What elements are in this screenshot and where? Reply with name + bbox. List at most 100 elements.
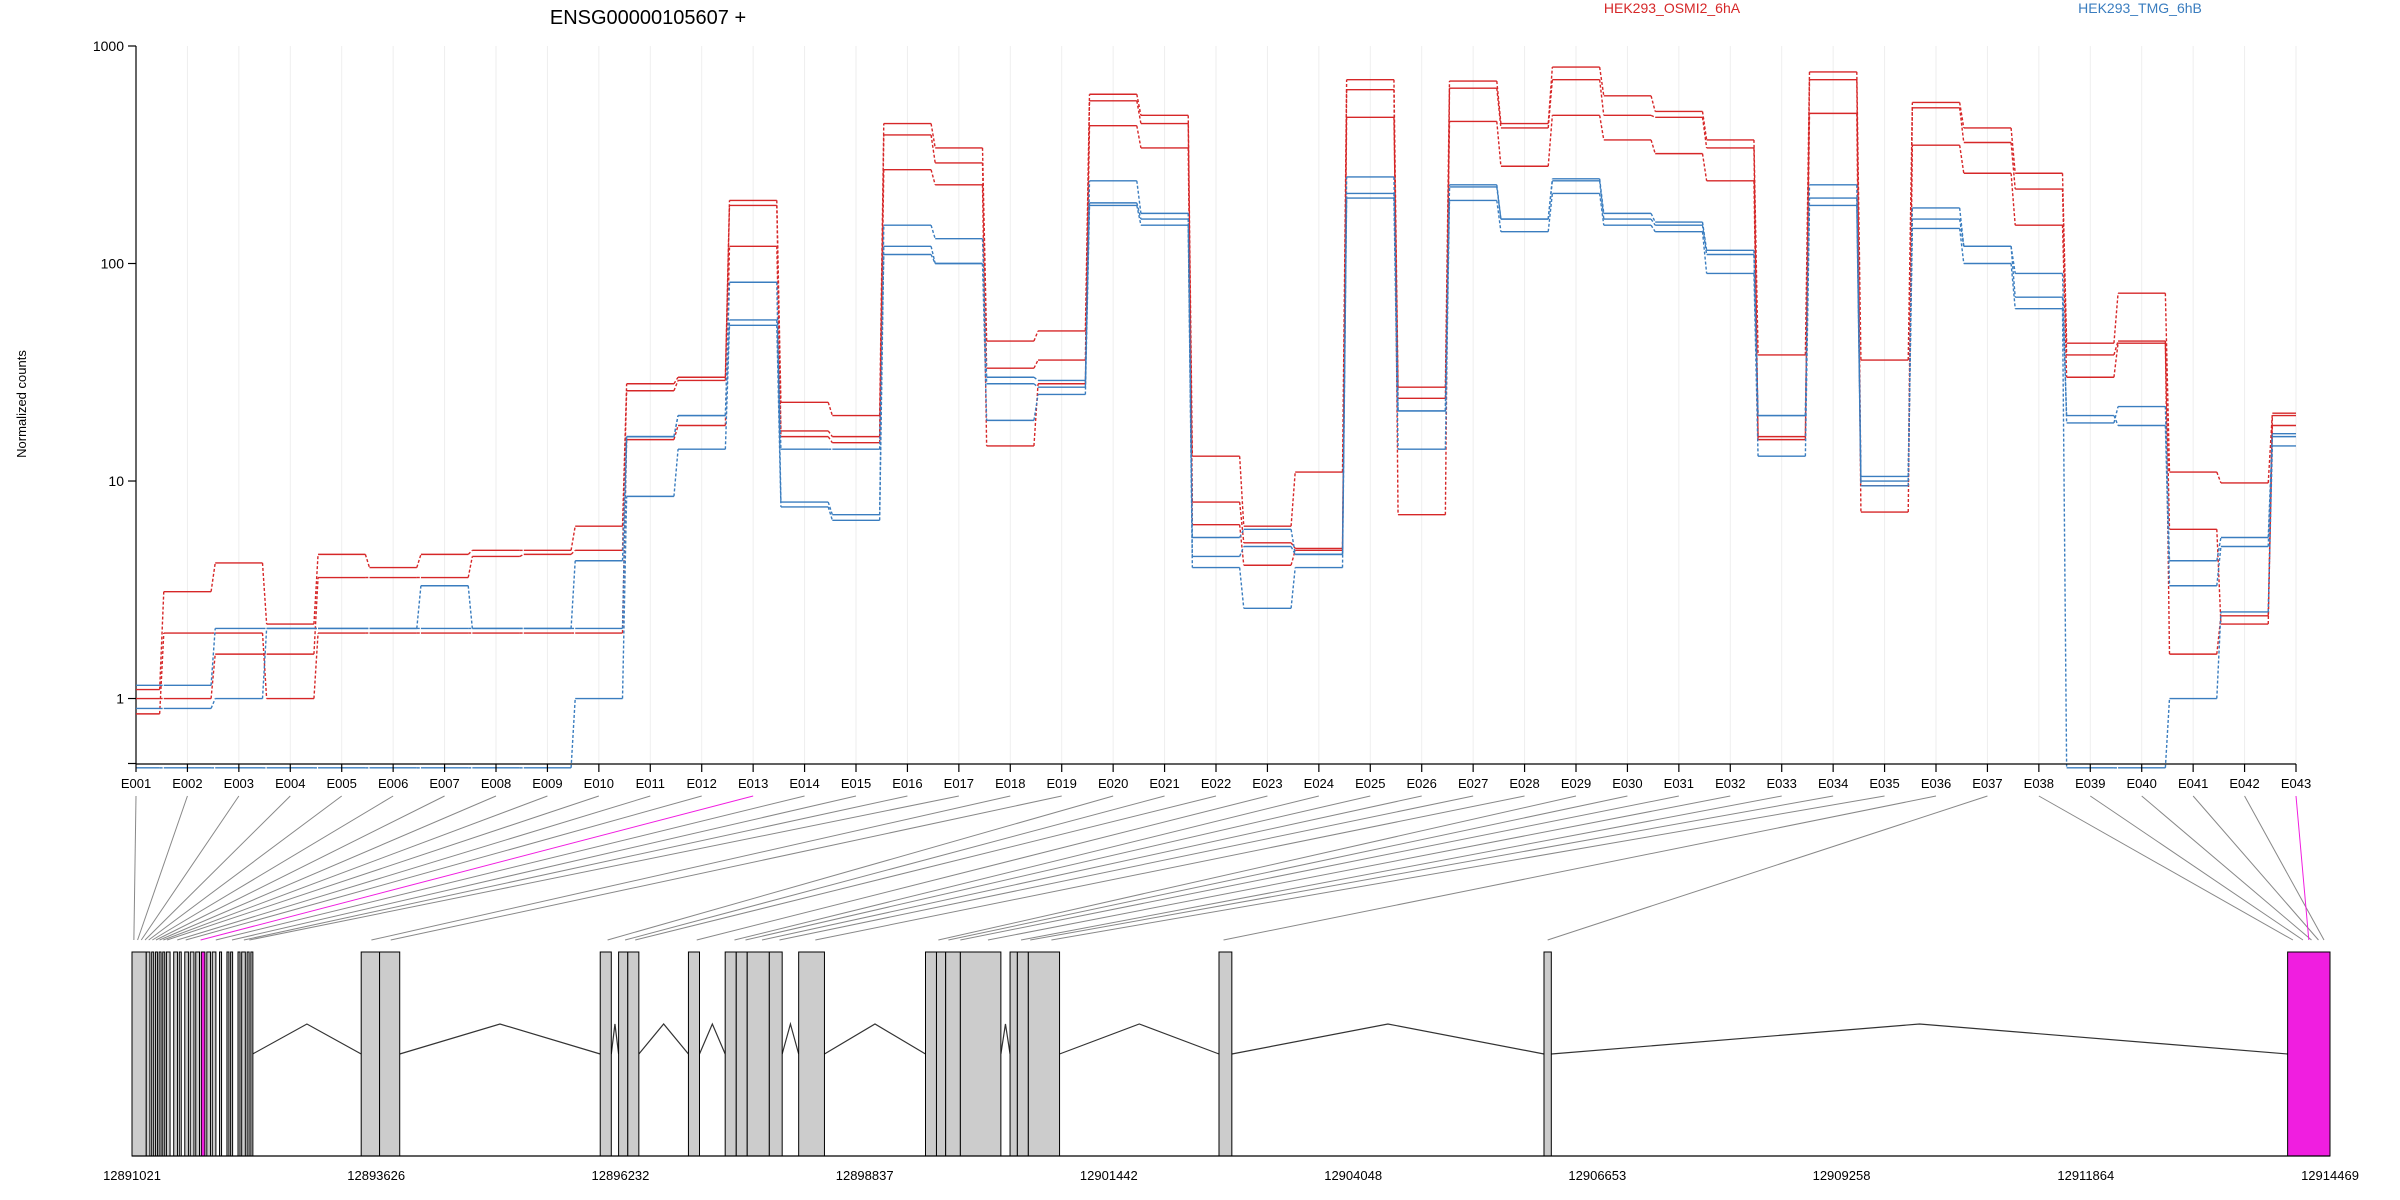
series-transition <box>2113 415 2119 426</box>
series-transition <box>2216 471 2222 484</box>
series-transition <box>2113 340 2119 356</box>
legend-label-tmg: HEK293_TMG_6hB <box>2078 0 2202 16</box>
chart-title: ENSG00000105607 + <box>550 7 746 29</box>
intron-line <box>610 1023 620 1055</box>
series-transition <box>1650 218 1656 226</box>
series-transition <box>1701 111 1708 141</box>
series-transition <box>724 325 731 450</box>
series-transition <box>1907 228 1914 486</box>
exon-connector <box>163 795 548 941</box>
exon-label: E030 <box>1612 776 1642 791</box>
exon-label: E011 <box>636 776 665 791</box>
series-transition <box>1136 180 1142 214</box>
series-transition <box>1958 219 1965 247</box>
series-lines <box>136 66 2296 769</box>
series-transition <box>1958 228 1965 264</box>
coordinate-label: 12898837 <box>836 1168 894 1183</box>
exon-block <box>178 951 182 1157</box>
intron-line <box>252 1023 362 1055</box>
exon-label: E017 <box>944 776 974 791</box>
coordinate-label: 12901442 <box>1080 1168 1138 1183</box>
series-transition <box>2010 246 2016 298</box>
exon-block <box>195 951 200 1157</box>
series-transition <box>467 549 473 555</box>
exon-connector <box>200 795 754 941</box>
exon-label: E023 <box>1252 776 1282 791</box>
series-transition <box>1341 193 1348 555</box>
series-transition <box>570 698 576 768</box>
coordinate-label: 12891021 <box>103 1168 161 1183</box>
exon-connector <box>938 795 1577 941</box>
series-transition <box>1033 383 1039 388</box>
exon-block <box>246 951 250 1157</box>
y-axis-label: Normalized counts <box>14 350 29 458</box>
exon-label: E012 <box>687 776 717 791</box>
series-transition <box>467 585 474 629</box>
exon-connector <box>148 795 343 941</box>
series-transition <box>1650 224 1656 233</box>
exon-connector <box>133 795 137 941</box>
series-transition <box>827 436 833 444</box>
exon-block <box>618 951 629 1157</box>
series-transition <box>1701 153 1708 181</box>
exon-label: E021 <box>1149 776 1179 791</box>
exon-connector <box>1223 795 1937 941</box>
exon-connector <box>1547 795 1988 941</box>
genomic-coordinate-axis: 12891021 12893626 12896232 12898837 12901442… <box>103 1168 2359 1183</box>
exon-block <box>379 951 401 1157</box>
series-transition <box>930 169 936 186</box>
exon-connector <box>2038 795 2294 941</box>
intron-line <box>399 1023 601 1055</box>
series-transition <box>1907 102 1914 361</box>
exon-block <box>1016 951 1029 1157</box>
exon-block <box>206 951 211 1157</box>
series-transition <box>1753 273 1759 457</box>
exon-block <box>250 951 254 1157</box>
exon-connector <box>137 795 188 941</box>
exon-block <box>1218 951 1233 1157</box>
exon-connector <box>159 795 497 941</box>
exon-connector <box>2141 795 2312 941</box>
exon-label: E014 <box>789 776 819 791</box>
series-transition <box>2061 225 2068 378</box>
exon-label: E031 <box>1664 776 1694 791</box>
series-transition <box>776 282 782 503</box>
series-transition <box>776 325 782 507</box>
series-transition <box>1238 567 1245 609</box>
exon-label: E025 <box>1355 776 1385 791</box>
exon-block <box>959 951 1002 1157</box>
series-transition <box>2216 537 2222 561</box>
exon-label: E029 <box>1561 776 1591 791</box>
series-transition <box>2216 529 2222 625</box>
series-transition <box>930 246 936 264</box>
exon-connector <box>696 795 1268 941</box>
exon-connector <box>745 795 1371 941</box>
series-transition <box>1547 193 1554 232</box>
exon-label: E010 <box>584 776 614 791</box>
series-transition <box>1033 383 1039 446</box>
series-transition <box>2010 263 2016 309</box>
exon-block <box>735 951 748 1157</box>
exon-label: E040 <box>2127 776 2157 791</box>
exon-block <box>2287 951 2331 1157</box>
exon-block <box>131 951 147 1157</box>
series-transition <box>621 496 628 699</box>
exon-connector <box>2090 795 2304 941</box>
exon-connector <box>215 795 805 941</box>
series-transition <box>1238 524 1245 566</box>
exon-block <box>360 951 381 1157</box>
exon-block <box>687 951 700 1157</box>
exon-label: E035 <box>1869 776 1899 791</box>
exon-connector <box>2192 795 2319 941</box>
series-transition <box>313 577 319 655</box>
exon-connector <box>185 795 702 941</box>
series-transition <box>210 562 216 592</box>
exon-label: E004 <box>275 776 305 791</box>
series-transition <box>467 556 474 578</box>
series-transition <box>1856 205 1862 486</box>
exon-label: E042 <box>2229 776 2259 791</box>
exon-block <box>627 951 640 1157</box>
series-transition <box>570 526 576 551</box>
intron-line <box>1000 1023 1011 1055</box>
exon-block <box>173 951 178 1157</box>
